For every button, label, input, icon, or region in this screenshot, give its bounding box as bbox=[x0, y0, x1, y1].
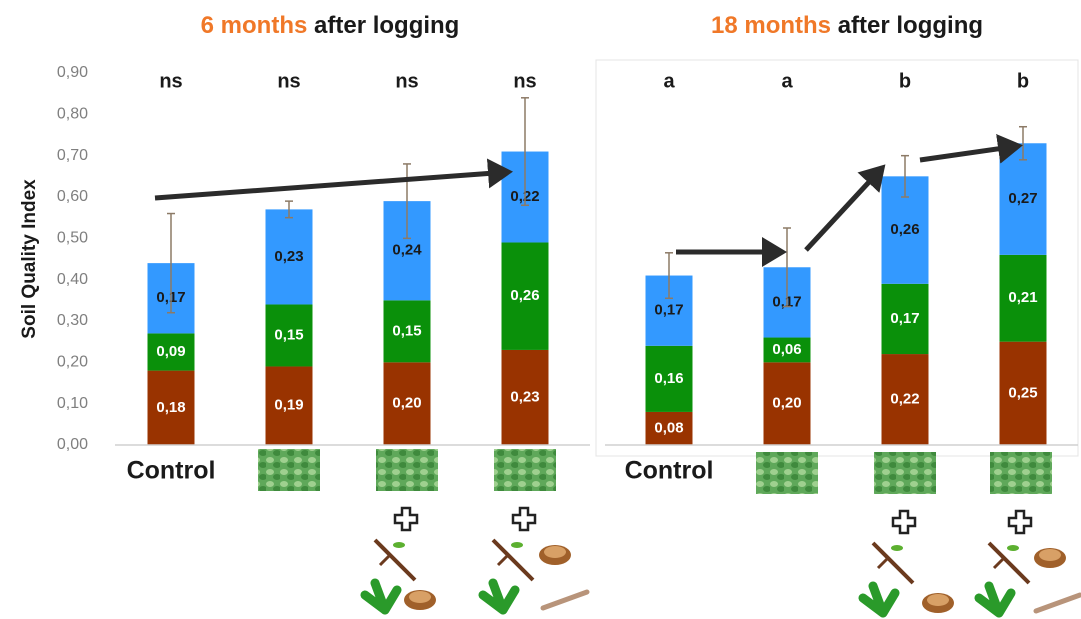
significance-label: b bbox=[1017, 70, 1029, 92]
value-label: 0,26 bbox=[510, 287, 539, 304]
chart: 0,18 0,09 0,17 0,19 0,15 0,23 0,20 0,15 0,24 0,23… bbox=[0, 0, 1081, 619]
value-label: 0,19 bbox=[274, 397, 303, 414]
value-label: 0,06 bbox=[772, 341, 801, 358]
value-label: 0,20 bbox=[392, 395, 421, 412]
significance-label: ns bbox=[513, 70, 536, 92]
y-tick-label: 0,60 bbox=[57, 188, 88, 205]
y-tick-label: 0,00 bbox=[57, 436, 88, 453]
value-label: 0,23 bbox=[274, 248, 303, 265]
x-tick-label: Control bbox=[127, 457, 216, 485]
value-label: 0,17 bbox=[890, 310, 919, 327]
value-label: 0,22 bbox=[890, 391, 919, 408]
y-tick-label: 0,10 bbox=[57, 395, 88, 412]
title-highlight: 6 months bbox=[201, 12, 308, 39]
value-label: 0,09 bbox=[156, 343, 185, 360]
value-label: 0,23 bbox=[510, 388, 539, 405]
significance-label: a bbox=[663, 70, 675, 92]
title-highlight: 18 months bbox=[711, 12, 831, 39]
y-axis-label: Soil Quality Index bbox=[19, 179, 40, 339]
value-label: 0,25 bbox=[1008, 384, 1037, 401]
chart-title: 18 months after logging bbox=[711, 12, 983, 39]
value-label: 0,20 bbox=[772, 395, 801, 412]
value-label: 0,16 bbox=[654, 370, 683, 387]
value-label: 0,26 bbox=[890, 221, 919, 238]
significance-label: ns bbox=[277, 70, 300, 92]
value-label: 0,24 bbox=[392, 242, 422, 259]
y-tick-label: 0,40 bbox=[57, 271, 88, 288]
significance-label: a bbox=[781, 70, 793, 92]
y-tick-label: 0,90 bbox=[57, 64, 88, 81]
value-label: 0,17 bbox=[654, 302, 683, 319]
value-label: 0,27 bbox=[1008, 190, 1037, 207]
y-tick-label: 0,50 bbox=[57, 230, 88, 247]
x-tick-label: Control bbox=[625, 457, 714, 485]
significance-label: ns bbox=[395, 70, 418, 92]
page: {"chart_data": [ {"type": "stacked_bar",… bbox=[0, 0, 1081, 619]
value-label: 0,18 bbox=[156, 399, 185, 416]
title-text: after logging bbox=[838, 12, 983, 39]
y-tick-label: 0,30 bbox=[57, 312, 88, 329]
value-label: 0,21 bbox=[1008, 289, 1037, 306]
value-label: 0,08 bbox=[654, 419, 683, 436]
significance-label: b bbox=[899, 70, 911, 92]
value-label: 0,15 bbox=[392, 322, 421, 339]
y-tick-label: 0,70 bbox=[57, 147, 88, 164]
y-tick-label: 0,20 bbox=[57, 354, 88, 371]
title-text: after logging bbox=[314, 12, 459, 39]
chart-title: 6 months after logging bbox=[201, 12, 460, 39]
body: 0,18 0,09 0,17 0,19 0,15 0,23 0,20 0,15 0,24 0,23… bbox=[0, 0, 1081, 619]
value-label: 0,15 bbox=[274, 326, 303, 343]
y-tick-label: 0,80 bbox=[57, 106, 88, 123]
significance-label: ns bbox=[159, 70, 182, 92]
